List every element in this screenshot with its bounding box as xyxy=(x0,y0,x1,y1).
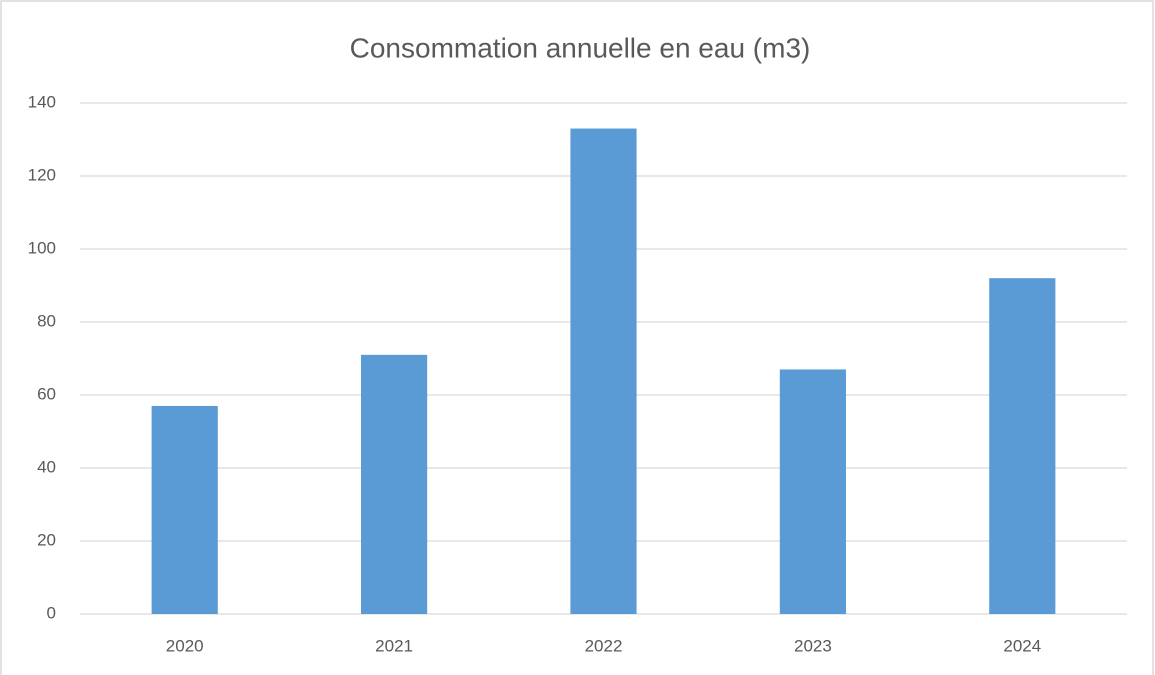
y-tick-label: 0 xyxy=(47,603,56,622)
x-tick-label: 2023 xyxy=(794,636,832,655)
y-tick-label: 40 xyxy=(37,457,56,476)
y-tick-label: 140 xyxy=(28,92,56,111)
bar xyxy=(779,369,846,614)
x-tick-label: 2024 xyxy=(1003,636,1041,655)
y-tick-label: 80 xyxy=(37,311,56,330)
y-tick-label: 100 xyxy=(28,238,56,257)
x-tick-label: 2022 xyxy=(585,636,623,655)
bar xyxy=(570,128,637,615)
y-tick-label: 60 xyxy=(37,384,56,403)
y-tick-label: 120 xyxy=(28,165,56,184)
y-tick-label: 20 xyxy=(37,530,56,549)
x-tick-label: 2020 xyxy=(166,636,204,655)
x-tick-label: 2021 xyxy=(375,636,413,655)
bar xyxy=(361,354,428,614)
bar xyxy=(151,405,218,614)
chart-title: Consommation annuelle en eau (m3) xyxy=(350,32,811,63)
bar xyxy=(989,278,1056,614)
